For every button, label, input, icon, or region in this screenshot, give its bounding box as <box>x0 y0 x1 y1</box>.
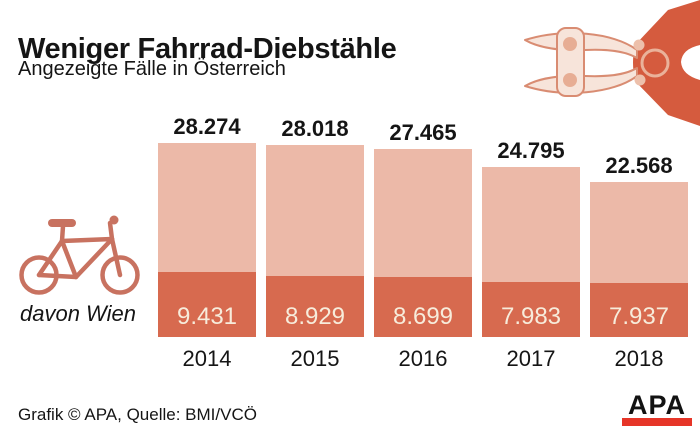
total-value-2015: 28.018 <box>281 116 349 141</box>
bolt-cutter-icon <box>524 0 700 126</box>
wien-value-2014: 9.431 <box>176 303 238 330</box>
subtitle: Angezeigte Fälle in Österreich <box>18 58 286 80</box>
x-tick-2016: 2016 <box>398 346 448 371</box>
x-tick-2018: 2018 <box>614 346 664 371</box>
bar-2017: 24.795 7.983 2017 <box>482 138 580 371</box>
wien-segment-2016: 8.699 <box>374 277 472 337</box>
total-value-2017: 24.795 <box>497 138 565 163</box>
wien-segment-2018: 7.937 <box>590 283 688 337</box>
wien-value-2018: 7.937 <box>608 303 670 330</box>
wien-segment-2014: 9.431 <box>158 272 256 337</box>
bicycle-icon <box>19 215 140 295</box>
x-tick-2014: 2014 <box>182 346 232 371</box>
wien-value-2015: 8.929 <box>284 303 346 330</box>
apa-logo-red-bar <box>622 418 692 426</box>
bar-2014: 28.274 9.431 2014 <box>158 114 256 371</box>
apa-logo: APA <box>622 392 692 426</box>
x-tick-2015: 2015 <box>290 346 340 371</box>
apa-logo-text: APA <box>627 390 686 420</box>
wien-segment-2015: 8.929 <box>266 276 364 337</box>
total-value-2016: 27.465 <box>389 120 457 145</box>
page-title: Weniger Fahrrad-Diebstähle <box>18 33 397 66</box>
total-value-2014: 28.274 <box>173 114 241 139</box>
x-tick-2017: 2017 <box>506 346 556 371</box>
bar-2015: 28.018 8.929 2015 <box>266 116 364 371</box>
series-label-davon-wien: davon Wien <box>20 301 136 326</box>
total-value-2018: 22.568 <box>605 153 673 178</box>
credit-text: Grafik © APA, Quelle: BMI/VCÖ <box>18 405 257 424</box>
bar-chart: 28.274 9.431 2014 28.018 8.929 2015 27.465 8.69… <box>158 114 688 371</box>
bar-2018: 22.568 7.937 2018 <box>590 153 688 371</box>
wien-value-2016: 8.699 <box>392 303 454 330</box>
bar-2016: 27.465 8.699 2016 <box>374 120 472 371</box>
wien-value-2017: 7.983 <box>500 303 562 330</box>
wien-segment-2017: 7.983 <box>482 282 580 337</box>
